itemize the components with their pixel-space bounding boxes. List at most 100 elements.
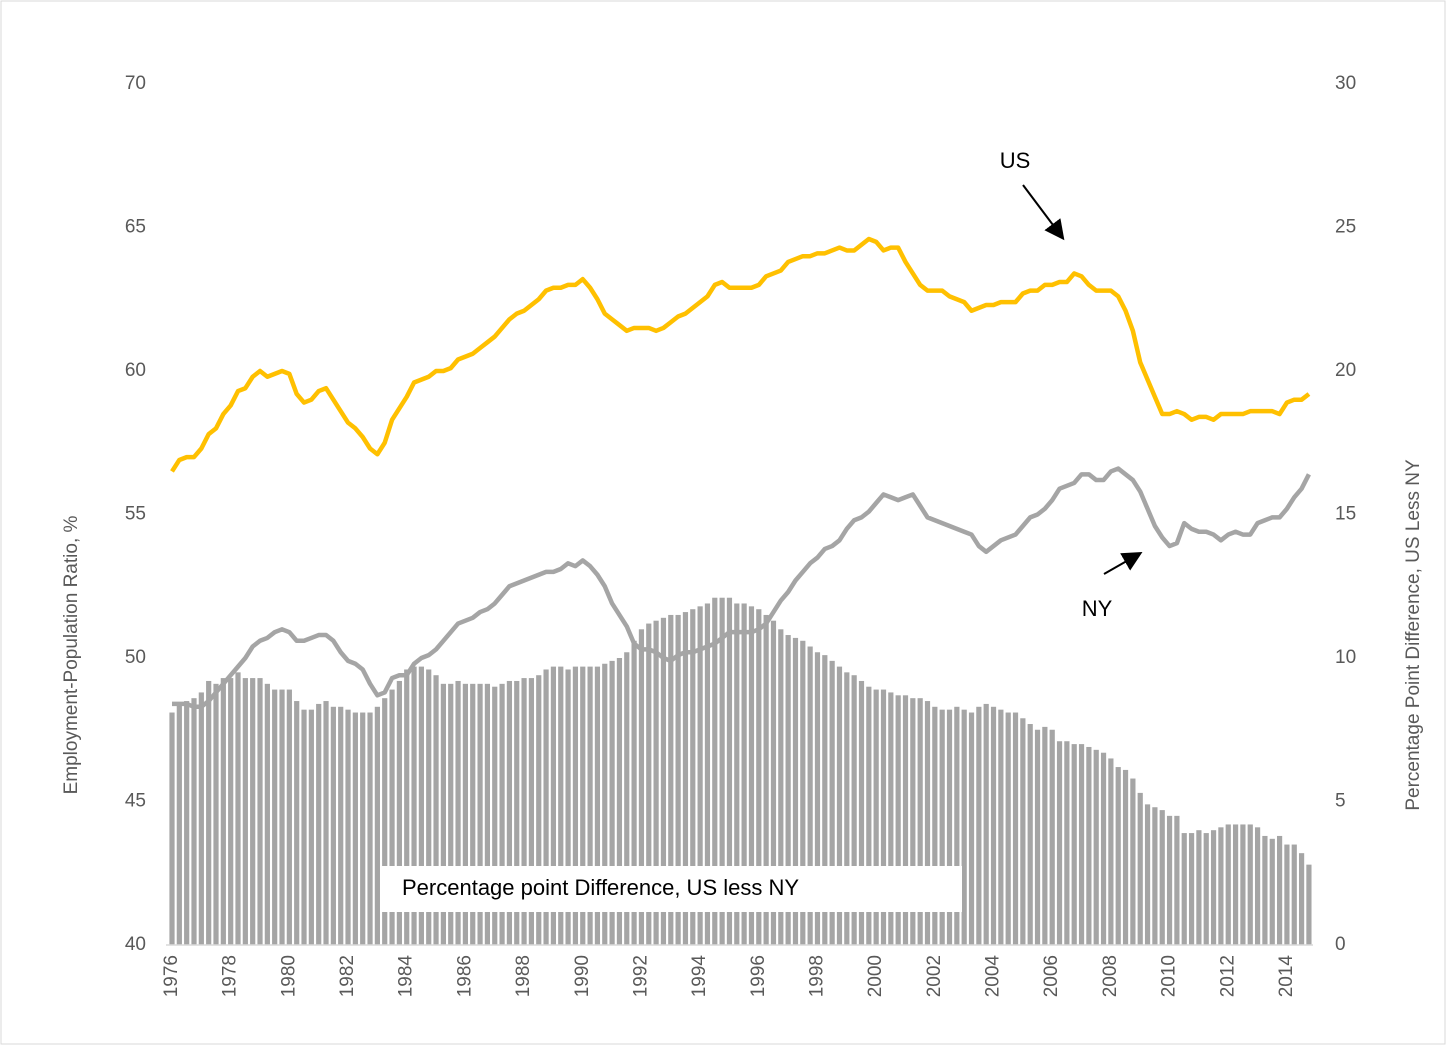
bar <box>778 629 784 945</box>
bar <box>836 666 843 945</box>
bar <box>477 683 483 945</box>
y2-axis-label: Percentage Point Difference, US Less NY <box>1403 459 1424 811</box>
bar <box>550 666 557 945</box>
bar <box>191 698 197 945</box>
x-tick-label: 1990 <box>572 955 593 997</box>
bar <box>646 623 652 945</box>
bar <box>807 646 813 945</box>
bar <box>308 709 314 945</box>
x-tick-label: 1984 <box>396 955 417 998</box>
x-tick-label: 2014 <box>1276 955 1297 998</box>
bar <box>440 683 446 945</box>
bar <box>1071 744 1077 945</box>
bar <box>462 683 468 945</box>
bar <box>514 680 520 945</box>
bar <box>726 597 733 945</box>
bar <box>690 609 696 945</box>
bar <box>814 652 821 945</box>
bar <box>198 692 204 945</box>
x-tick-label: 1996 <box>748 955 769 997</box>
x-tick-label: 2004 <box>983 955 1004 998</box>
bar <box>792 637 799 945</box>
bar <box>704 603 711 945</box>
bar <box>1284 844 1290 945</box>
bar <box>902 695 909 945</box>
bar <box>954 706 960 945</box>
bar <box>844 672 850 945</box>
x-tick-label: 2002 <box>924 955 945 997</box>
bar <box>1144 804 1151 945</box>
bar <box>264 683 270 945</box>
bar <box>528 678 535 945</box>
us-arrow <box>1022 184 1065 241</box>
bar <box>1122 769 1129 945</box>
bar <box>631 640 637 945</box>
bar <box>785 635 791 945</box>
bar <box>396 680 402 945</box>
bar <box>1247 824 1253 945</box>
bar <box>411 666 417 945</box>
x-tick-label: 1978 <box>220 955 241 997</box>
y-tick-label: 70 <box>125 73 146 94</box>
bar <box>360 712 366 945</box>
bar <box>1027 724 1033 945</box>
x-tick-label: 2012 <box>1217 955 1238 997</box>
bar <box>404 669 410 945</box>
bar <box>858 680 865 945</box>
bar <box>279 689 285 945</box>
bar <box>257 678 263 945</box>
bar <box>543 669 549 945</box>
bar <box>1262 835 1268 945</box>
bar <box>272 689 278 945</box>
bar <box>932 706 938 945</box>
bar <box>1130 778 1136 945</box>
bar <box>1152 807 1158 945</box>
bar <box>675 614 681 945</box>
series-label: US <box>1000 148 1031 173</box>
bar <box>382 698 388 945</box>
bar <box>1056 741 1063 945</box>
bar <box>316 703 322 945</box>
bar <box>470 683 476 945</box>
bar <box>1042 726 1048 945</box>
bar <box>712 597 718 945</box>
bar <box>242 678 248 945</box>
series-label: Percentage point Difference, US less NY <box>402 875 799 900</box>
x-tick-label: 1980 <box>278 955 299 997</box>
bar <box>484 683 491 945</box>
bar <box>741 603 747 945</box>
y-tick-label: 55 <box>125 504 146 525</box>
y-tick-label: 40 <box>125 934 146 955</box>
bar <box>1181 833 1187 945</box>
bar <box>374 706 380 945</box>
bar <box>1166 815 1173 945</box>
bar <box>968 712 975 945</box>
bar <box>1276 835 1283 945</box>
bar <box>939 709 945 945</box>
bar <box>213 683 219 945</box>
bar <box>660 617 667 945</box>
bar <box>770 620 777 945</box>
x-tick-label: 1992 <box>630 955 651 997</box>
bar <box>294 701 300 945</box>
bar <box>1034 729 1041 945</box>
bar <box>983 703 989 945</box>
x-tick-label: 2006 <box>1041 955 1062 997</box>
bar <box>1093 749 1099 945</box>
bar <box>895 695 901 945</box>
bar <box>1254 827 1261 945</box>
bar <box>286 689 292 945</box>
x-tick-label: 1986 <box>454 955 475 997</box>
bar <box>1086 746 1092 945</box>
bar <box>1078 744 1085 945</box>
bar <box>169 712 175 945</box>
bar <box>455 680 461 945</box>
series-label: NY <box>1082 596 1113 621</box>
bar <box>1240 824 1246 945</box>
bar <box>1291 844 1297 945</box>
bar <box>1020 718 1026 945</box>
bar <box>946 709 953 945</box>
bar <box>1174 815 1180 945</box>
bar <box>1159 810 1165 945</box>
bar <box>499 683 505 945</box>
